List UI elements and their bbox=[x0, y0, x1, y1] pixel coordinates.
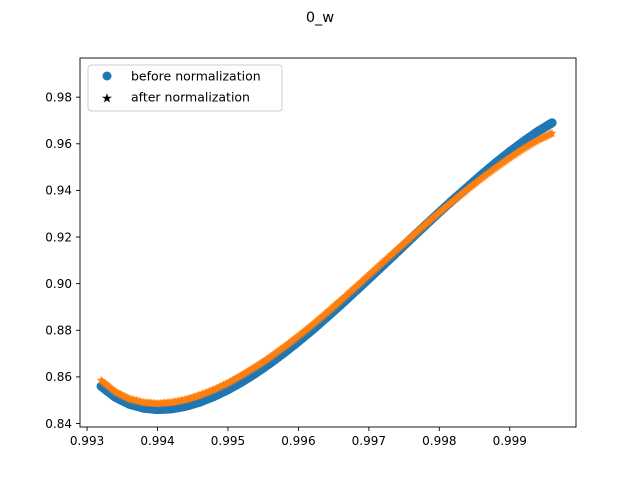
y-tick-label: 0.88 bbox=[45, 324, 72, 338]
data-point-after bbox=[108, 384, 117, 394]
data-point-after bbox=[100, 379, 110, 388]
x-tick-label: 0.999 bbox=[493, 434, 527, 448]
data-point-after bbox=[102, 380, 112, 389]
y-tick-label: 0.84 bbox=[45, 417, 72, 431]
data-point-after bbox=[103, 381, 113, 390]
legend-box bbox=[87, 64, 283, 112]
data-point-after bbox=[547, 128, 557, 138]
x-tick-label: 0.998 bbox=[422, 434, 456, 448]
y-tick-label: 0.98 bbox=[45, 90, 72, 104]
x-tick-label: 0.993 bbox=[70, 434, 104, 448]
legend-marker-star: ★ bbox=[101, 92, 113, 107]
series-after-normalization bbox=[96, 128, 557, 408]
data-point-after bbox=[98, 376, 107, 386]
chart-title: 0_w bbox=[306, 10, 334, 26]
plot-area-frame bbox=[79, 57, 577, 428]
legend-label-after: after normalization bbox=[131, 90, 250, 105]
x-tick-label: 0.997 bbox=[352, 434, 386, 448]
data-point-after bbox=[106, 383, 116, 393]
legend-label-before: before normalization bbox=[131, 69, 261, 84]
y-tick-label: 0.90 bbox=[45, 277, 72, 291]
series-before-normalization bbox=[96, 118, 557, 415]
data-point-after bbox=[105, 382, 114, 391]
x-axis-ticks: 0.993 0.994 0.995 0.996 0.997 0.998 0.999 bbox=[70, 427, 527, 448]
data-point-after bbox=[109, 386, 119, 395]
y-axis-ticks: 0.84 0.86 0.88 0.90 0.92 0.94 0.96 0.98 bbox=[45, 90, 80, 431]
data-point-after bbox=[96, 375, 106, 385]
y-tick-label: 0.94 bbox=[45, 184, 72, 198]
data-point-after bbox=[99, 378, 109, 387]
legend-marker-circle bbox=[102, 71, 112, 81]
y-tick-label: 0.96 bbox=[45, 137, 72, 151]
y-tick-label: 0.86 bbox=[45, 370, 72, 384]
x-tick-label: 0.996 bbox=[281, 434, 315, 448]
data-point-before bbox=[547, 118, 557, 128]
x-tick-label: 0.994 bbox=[140, 434, 174, 448]
y-tick-label: 0.92 bbox=[45, 230, 72, 244]
legend: before normalization ★ after normalizati… bbox=[87, 64, 283, 112]
x-tick-label: 0.995 bbox=[211, 434, 245, 448]
